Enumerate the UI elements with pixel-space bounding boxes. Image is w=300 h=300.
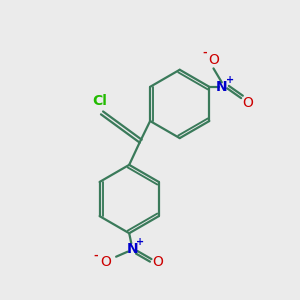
Text: +: + [136,237,145,247]
Text: N: N [126,242,138,256]
Text: O: O [153,255,164,269]
Text: -: - [202,48,207,58]
Text: O: O [208,53,219,67]
Text: Cl: Cl [92,94,107,108]
Text: N: N [216,80,228,94]
Text: +: + [226,75,234,85]
Text: O: O [100,255,111,269]
Text: -: - [93,250,98,260]
Text: O: O [242,97,253,110]
